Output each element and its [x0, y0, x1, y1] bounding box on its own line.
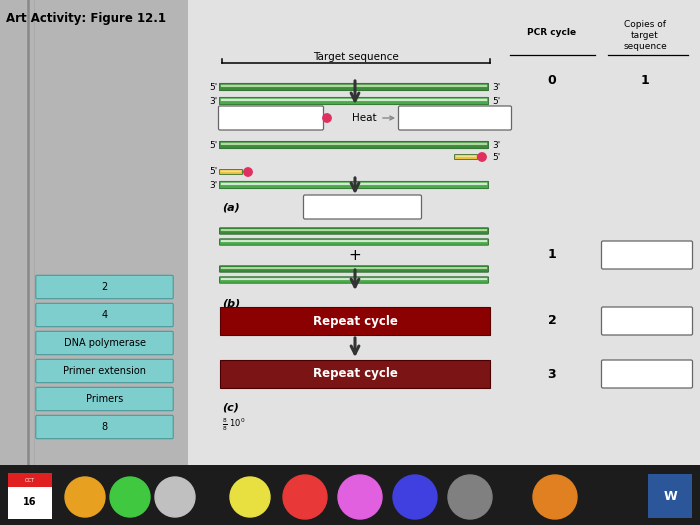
FancyBboxPatch shape — [219, 228, 489, 234]
FancyBboxPatch shape — [220, 143, 487, 145]
Text: Primer extension: Primer extension — [63, 366, 146, 376]
Text: 3': 3' — [492, 141, 500, 150]
Text: 5': 5' — [210, 141, 218, 150]
FancyBboxPatch shape — [219, 266, 489, 272]
FancyBboxPatch shape — [454, 154, 477, 160]
Circle shape — [478, 153, 486, 161]
FancyBboxPatch shape — [219, 97, 489, 104]
FancyBboxPatch shape — [601, 241, 692, 269]
FancyBboxPatch shape — [456, 155, 476, 157]
Text: (a): (a) — [222, 202, 239, 212]
Text: Repeat cycle: Repeat cycle — [313, 314, 398, 328]
Circle shape — [338, 475, 382, 519]
FancyBboxPatch shape — [601, 360, 692, 388]
FancyBboxPatch shape — [219, 181, 489, 188]
Text: 0: 0 — [547, 75, 556, 88]
Text: 2: 2 — [547, 314, 556, 328]
Circle shape — [230, 477, 270, 517]
Text: 1: 1 — [547, 248, 556, 261]
FancyBboxPatch shape — [304, 195, 421, 219]
FancyBboxPatch shape — [220, 267, 487, 269]
Text: 4: 4 — [102, 310, 108, 320]
Bar — [648, 474, 692, 518]
FancyBboxPatch shape — [219, 170, 243, 174]
Circle shape — [244, 168, 252, 176]
Text: W: W — [663, 489, 677, 502]
FancyBboxPatch shape — [219, 83, 489, 91]
Bar — [8, 473, 52, 519]
FancyBboxPatch shape — [218, 106, 323, 130]
Circle shape — [393, 475, 437, 519]
Text: +: + — [349, 247, 361, 262]
Text: 5': 5' — [210, 167, 218, 176]
FancyBboxPatch shape — [220, 278, 487, 280]
Circle shape — [448, 475, 492, 519]
Bar — [0, 465, 700, 525]
FancyBboxPatch shape — [398, 106, 512, 130]
FancyBboxPatch shape — [36, 387, 173, 411]
Text: 5': 5' — [492, 97, 500, 106]
Bar — [188, 0, 700, 525]
Text: $\frac{8}{8}$ 10$^0$: $\frac{8}{8}$ 10$^0$ — [222, 417, 246, 433]
Circle shape — [283, 475, 327, 519]
FancyBboxPatch shape — [36, 303, 173, 327]
FancyBboxPatch shape — [220, 240, 487, 242]
Text: 5': 5' — [210, 82, 218, 91]
Circle shape — [65, 477, 105, 517]
FancyBboxPatch shape — [220, 99, 487, 101]
Text: (b): (b) — [222, 298, 240, 308]
Text: Heat: Heat — [352, 113, 377, 123]
FancyBboxPatch shape — [219, 277, 489, 283]
Text: 3': 3' — [210, 97, 218, 106]
Text: 2: 2 — [102, 282, 108, 292]
FancyBboxPatch shape — [220, 229, 487, 231]
Bar — [8, 473, 52, 487]
Text: 16: 16 — [23, 497, 36, 507]
FancyBboxPatch shape — [36, 415, 173, 439]
Text: Art Activity: Figure 12.1: Art Activity: Figure 12.1 — [6, 12, 166, 25]
FancyBboxPatch shape — [220, 183, 487, 185]
Text: Primers: Primers — [86, 394, 123, 404]
FancyBboxPatch shape — [36, 275, 173, 299]
Bar — [220, 307, 490, 335]
FancyBboxPatch shape — [36, 331, 173, 355]
Bar — [220, 360, 490, 388]
Bar — [0, 0, 188, 525]
FancyBboxPatch shape — [220, 85, 487, 87]
FancyBboxPatch shape — [219, 141, 489, 149]
Text: Repeat cycle: Repeat cycle — [313, 368, 398, 381]
Text: 3': 3' — [492, 82, 500, 91]
Circle shape — [155, 477, 195, 517]
Text: OCT: OCT — [25, 478, 35, 484]
Text: 8: 8 — [102, 422, 108, 432]
Text: 3: 3 — [547, 368, 556, 381]
Text: 5': 5' — [492, 152, 500, 162]
Circle shape — [323, 114, 331, 122]
Text: (c): (c) — [222, 402, 239, 412]
Circle shape — [533, 475, 577, 519]
FancyBboxPatch shape — [219, 239, 489, 245]
Text: 3': 3' — [210, 181, 218, 190]
FancyBboxPatch shape — [220, 171, 241, 172]
Text: Copies of
target
sequence: Copies of target sequence — [623, 20, 667, 51]
Text: DNA polymerase: DNA polymerase — [64, 338, 146, 348]
FancyBboxPatch shape — [601, 307, 692, 335]
Circle shape — [110, 477, 150, 517]
Text: 1: 1 — [640, 75, 650, 88]
Text: PCR cycle: PCR cycle — [527, 28, 577, 37]
Text: Target sequence: Target sequence — [313, 52, 399, 62]
FancyBboxPatch shape — [36, 359, 173, 383]
